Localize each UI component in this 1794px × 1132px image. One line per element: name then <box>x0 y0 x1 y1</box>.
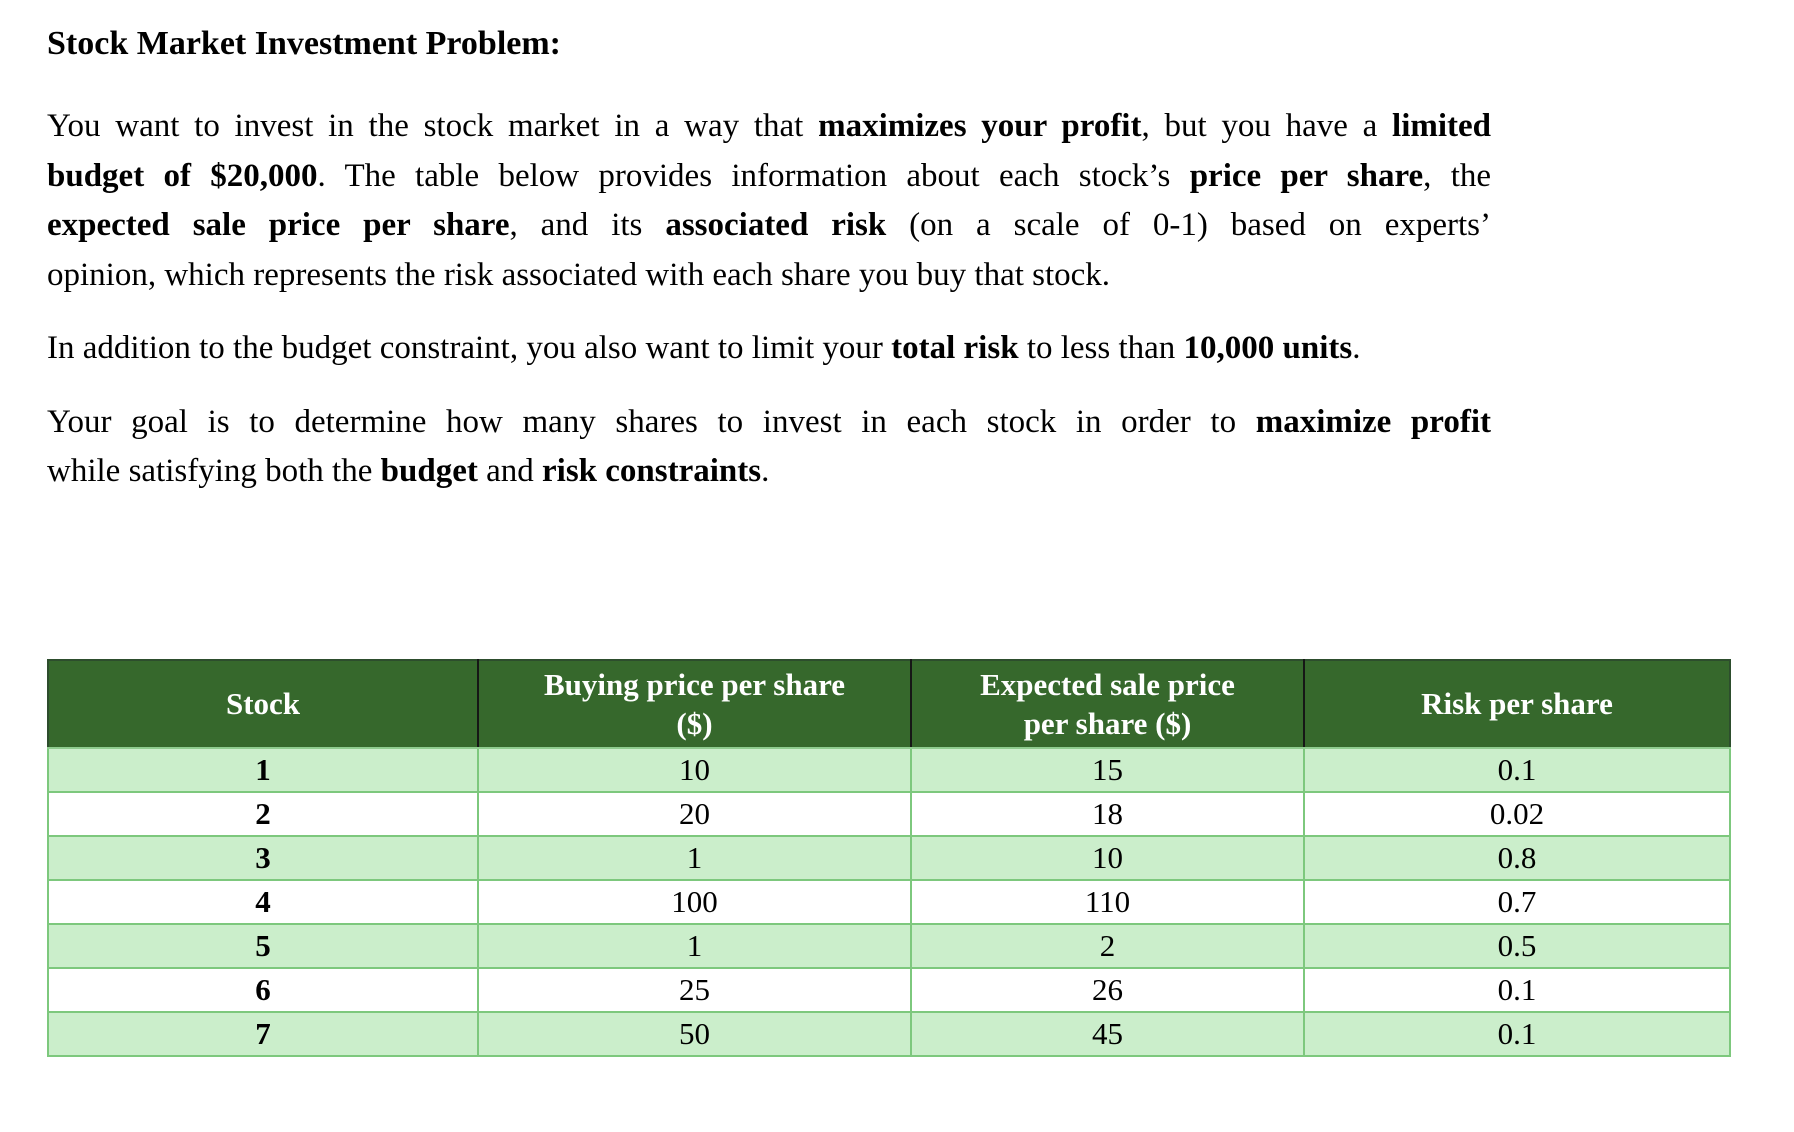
text-run: and <box>477 453 542 489</box>
text-run: , and its <box>509 207 666 243</box>
text-run: , the <box>1423 157 1492 194</box>
text-run: to less than <box>1018 330 1184 366</box>
text-run: . <box>1352 330 1361 366</box>
text-run: Your goal is to determine how many share… <box>47 403 1256 440</box>
text-run: . <box>761 453 770 489</box>
value-cell: 0.5 <box>1303 922 1731 969</box>
table-row: 6 25 26 0.1 <box>47 966 1731 1013</box>
bold-text-run: risk constraints <box>542 453 762 489</box>
paragraph: In addition to the budget constraint, yo… <box>47 324 1491 374</box>
bold-text-run: 10,000 units <box>1183 330 1353 366</box>
stock-number-cell: 2 <box>47 790 479 837</box>
bold-text-run: total risk <box>891 330 1019 366</box>
text-run: You want to invest in the stock market i… <box>47 108 819 144</box>
value-cell: 20 <box>477 790 912 837</box>
value-cell: 10 <box>477 746 912 793</box>
table-row: 1 10 15 0.1 <box>47 746 1731 793</box>
paragraph-line: while satisfying both the budget and ris… <box>47 447 1491 497</box>
stock-number-cell: 4 <box>47 878 479 925</box>
stock-number-cell: 6 <box>47 966 479 1013</box>
table-row: 2 20 18 0.02 <box>47 790 1731 837</box>
text-run: opinion, which represents the risk assoc… <box>47 256 1111 293</box>
bold-text-run: maximizes your profit <box>818 108 1142 144</box>
table-row: 5 1 2 0.5 <box>47 922 1731 969</box>
value-cell: 15 <box>910 746 1305 793</box>
document-title: Stock Market Investment Problem: <box>47 25 562 62</box>
table-body: 1 10 15 0.1 2 20 18 0.02 3 1 10 0.8 4 100 110 0.7 5 1 2 0.5… <box>47 746 1731 1057</box>
paragraph-line: In addition to the budget constraint, yo… <box>47 324 1491 374</box>
stock-data-table: Stock Buying price per share ($) Expected s… <box>47 658 1731 1057</box>
problem-statement: You want to invest in the stock market i… <box>47 102 1491 497</box>
column-header-expected-sale-price-per-share: Expected sale price per share ($) <box>910 658 1305 749</box>
value-cell: 2 <box>910 922 1305 969</box>
value-cell: 18 <box>910 790 1305 837</box>
bold-text-run: budget of $20,000 <box>47 157 318 194</box>
text-run: , but you have a <box>1141 108 1393 144</box>
bold-text-run: budget <box>380 453 478 489</box>
table-row: 3 1 10 0.8 <box>47 834 1731 881</box>
table-row: 4 100 110 0.7 <box>47 878 1731 925</box>
value-cell: 0.1 <box>1303 1010 1731 1057</box>
value-cell: 1 <box>477 834 912 881</box>
bold-text-run: associated risk <box>665 207 887 243</box>
value-cell: 25 <box>477 966 912 1013</box>
column-header-risk-per-share: Risk per share <box>1303 658 1731 749</box>
table-header: Stock Buying price per share ($) Expected s… <box>47 658 1731 749</box>
text-run: (on a scale of 0-1) based on experts’ <box>886 207 1491 243</box>
paragraph-line: expected sale price per share, and its a… <box>47 201 1491 251</box>
bold-text-run: maximize profit <box>1255 403 1491 440</box>
text-run: . The table below provides information a… <box>317 157 1190 194</box>
table-row: 7 50 45 0.1 <box>47 1010 1731 1057</box>
value-cell: 0.1 <box>1303 746 1731 793</box>
value-cell: 0.8 <box>1303 834 1731 881</box>
paragraph-line: You want to invest in the stock market i… <box>47 102 1491 152</box>
column-header-stock: Stock <box>47 658 479 749</box>
bold-text-run: limited <box>1392 108 1492 144</box>
text-run: while satisfying both the <box>47 453 381 489</box>
paragraph: Your goal is to determine how many share… <box>47 398 1491 497</box>
value-cell: 0.1 <box>1303 966 1731 1013</box>
paragraph-line: Your goal is to determine how many share… <box>47 398 1491 448</box>
value-cell: 10 <box>910 834 1305 881</box>
value-cell: 26 <box>910 966 1305 1013</box>
value-cell: 45 <box>910 1010 1305 1057</box>
value-cell: 0.02 <box>1303 790 1731 837</box>
stock-number-cell: 7 <box>47 1010 479 1057</box>
stock-number-cell: 3 <box>47 834 479 881</box>
table-header-row: Stock Buying price per share ($) Expected s… <box>47 658 1731 749</box>
column-header-buying-price-per-share: Buying price per share ($) <box>477 658 912 749</box>
value-cell: 1 <box>477 922 912 969</box>
stock-number-cell: 1 <box>47 746 479 793</box>
paragraph: You want to invest in the stock market i… <box>47 102 1491 300</box>
paragraph-line: opinion, which represents the risk assoc… <box>47 251 1491 301</box>
stock-number-cell: 5 <box>47 922 479 969</box>
text-run: In addition to the budget constraint, yo… <box>47 330 892 366</box>
value-cell: 0.7 <box>1303 878 1731 925</box>
value-cell: 100 <box>477 878 912 925</box>
bold-text-run: price per share <box>1189 157 1424 194</box>
bold-text-run: expected sale price per share <box>47 207 510 243</box>
value-cell: 110 <box>910 878 1305 925</box>
value-cell: 50 <box>477 1010 912 1057</box>
paragraph-line: budget of $20,000. The table below provi… <box>47 152 1491 202</box>
